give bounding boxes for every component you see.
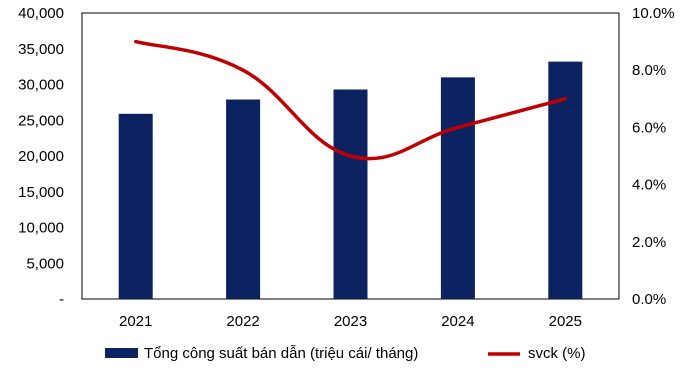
x-tick-label: 2022 xyxy=(226,313,259,330)
left-tick-label: 20,000 xyxy=(18,148,64,165)
left-tick-label: 35,000 xyxy=(18,41,64,58)
x-tick-label: 2024 xyxy=(441,313,474,330)
left-tick-label: 25,000 xyxy=(18,112,64,129)
right-tick-label: 10.0% xyxy=(632,5,675,22)
x-tick-label: 2023 xyxy=(334,313,367,330)
left-tick-label: 30,000 xyxy=(18,77,64,94)
legend-label-bar: Tổng công suất bán dẫn (triệu cái/ tháng… xyxy=(144,345,418,362)
right-tick-label: 0.0% xyxy=(632,291,666,308)
right-axis-labels: 0.0% 2.0% 4.0% 6.0% 8.0% 10.0% xyxy=(632,5,675,308)
left-tick-label: 15,000 xyxy=(18,184,64,201)
bar-2021 xyxy=(118,113,153,299)
left-tick-label: - xyxy=(59,291,64,308)
left-tick-label: 5,000 xyxy=(26,255,64,272)
left-axis-labels: - 5,000 10,000 15,000 20,000 25,000 30,000 35,0… xyxy=(18,5,64,308)
bar-2023 xyxy=(333,89,368,299)
line-series-group xyxy=(133,39,568,161)
bar-2024 xyxy=(440,77,475,299)
line-svck xyxy=(133,39,568,161)
x-tick-label: 2021 xyxy=(119,313,152,330)
left-tick-label: 10,000 xyxy=(18,220,64,237)
right-tick-label: 2.0% xyxy=(632,234,666,251)
legend-swatch-bar xyxy=(105,348,138,358)
right-tick-label: 8.0% xyxy=(632,62,666,79)
bar-2022 xyxy=(226,99,261,299)
right-tick-label: 6.0% xyxy=(632,119,666,136)
right-tick-label: 4.0% xyxy=(632,177,666,194)
legend: Tổng công suất bán dẫn (triệu cái/ tháng… xyxy=(105,345,586,362)
x-axis-labels: 2021 2022 2023 2024 2025 xyxy=(119,313,582,330)
legend-label-line: svck (%) xyxy=(528,345,586,362)
bar-series-group xyxy=(118,61,583,300)
x-tick-label: 2025 xyxy=(549,313,582,330)
left-tick-label: 40,000 xyxy=(18,5,64,22)
